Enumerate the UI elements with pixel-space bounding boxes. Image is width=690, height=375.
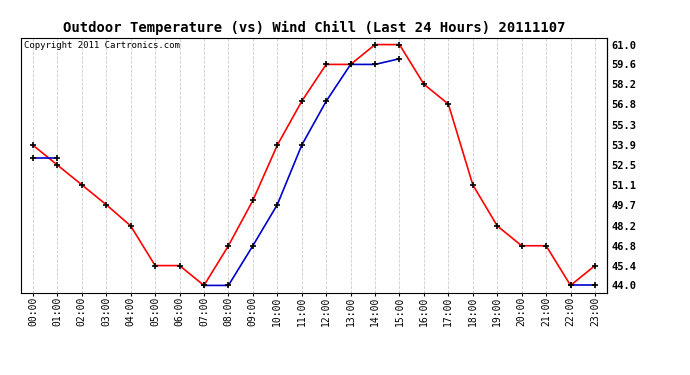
Text: Copyright 2011 Cartronics.com: Copyright 2011 Cartronics.com: [23, 41, 179, 50]
Title: Outdoor Temperature (vs) Wind Chill (Last 24 Hours) 20111107: Outdoor Temperature (vs) Wind Chill (Las…: [63, 21, 565, 35]
